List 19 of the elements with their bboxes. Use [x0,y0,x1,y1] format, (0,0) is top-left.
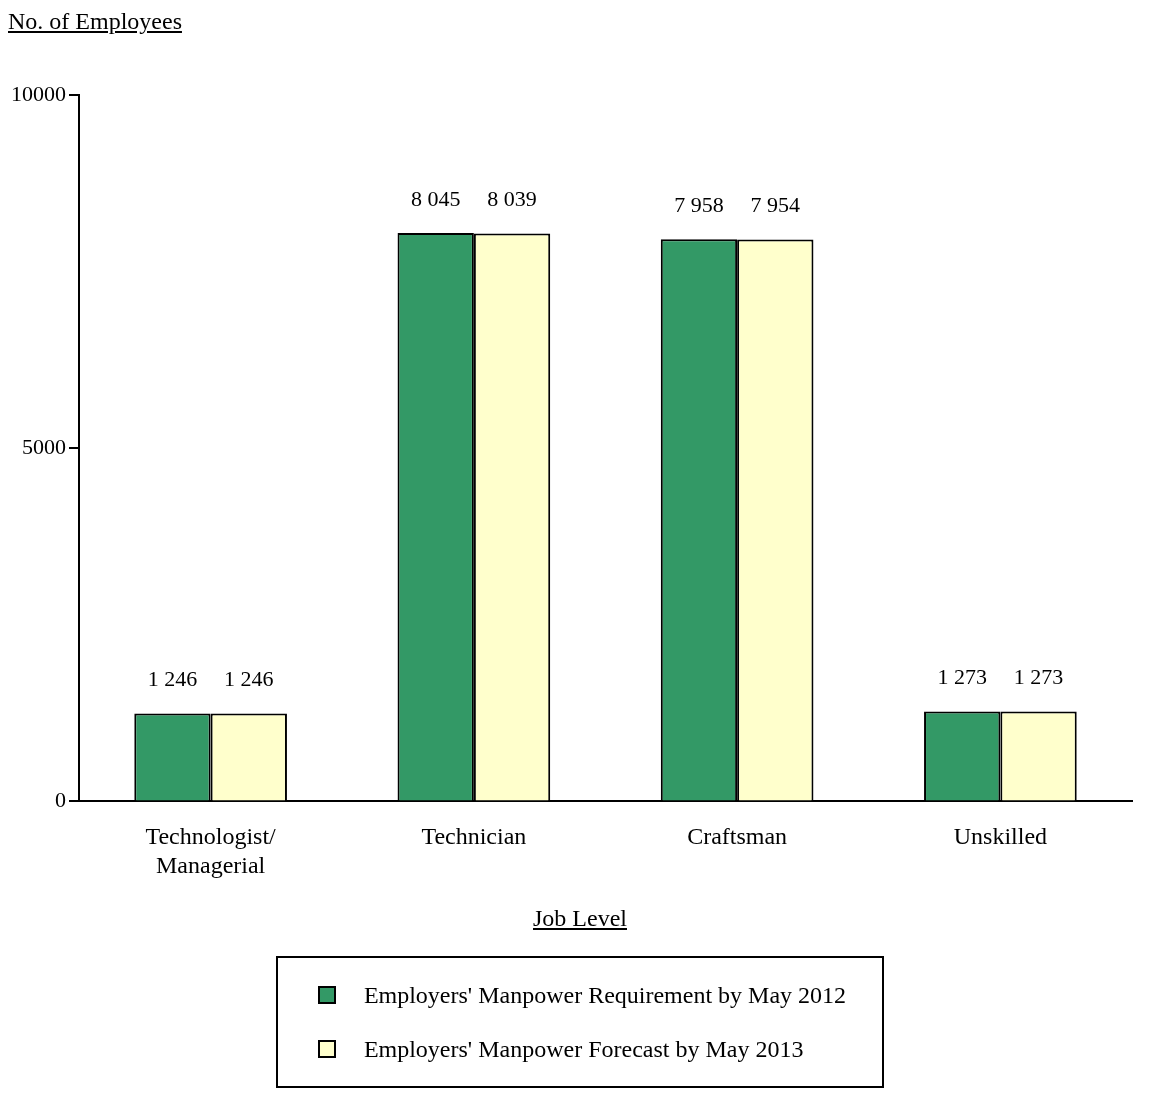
x-tick-label: Craftsman [687,823,788,850]
y-tick-label: 5000 [22,433,66,459]
y-tick-label: 0 [55,787,66,813]
legend-label: Employers' Manpower Requirement by May 2012 [363,981,847,1009]
x-tick-label: Unskilled [953,823,1048,850]
data-label: 1 273 [937,664,987,690]
legend-label: Employers' Manpower Forecast by May 2013 [363,1035,804,1063]
x-axis-title: Job Level [532,905,628,932]
y-axis-title: No. of Employees [8,8,183,35]
data-label: 1 246 [224,666,274,692]
data-label: 1 246 [147,666,198,692]
x-tick-label: Technician [421,823,527,850]
data-label: 8 039 [487,186,537,212]
y-tick-label: 10000 [11,80,66,106]
data-label: 7 954 [750,192,801,218]
data-label: 1 273 [1013,664,1064,690]
data-label: 8 045 [410,185,461,211]
x-tick-label: Technologist/Managerial [145,823,277,878]
data-label: 7 958 [674,192,724,218]
